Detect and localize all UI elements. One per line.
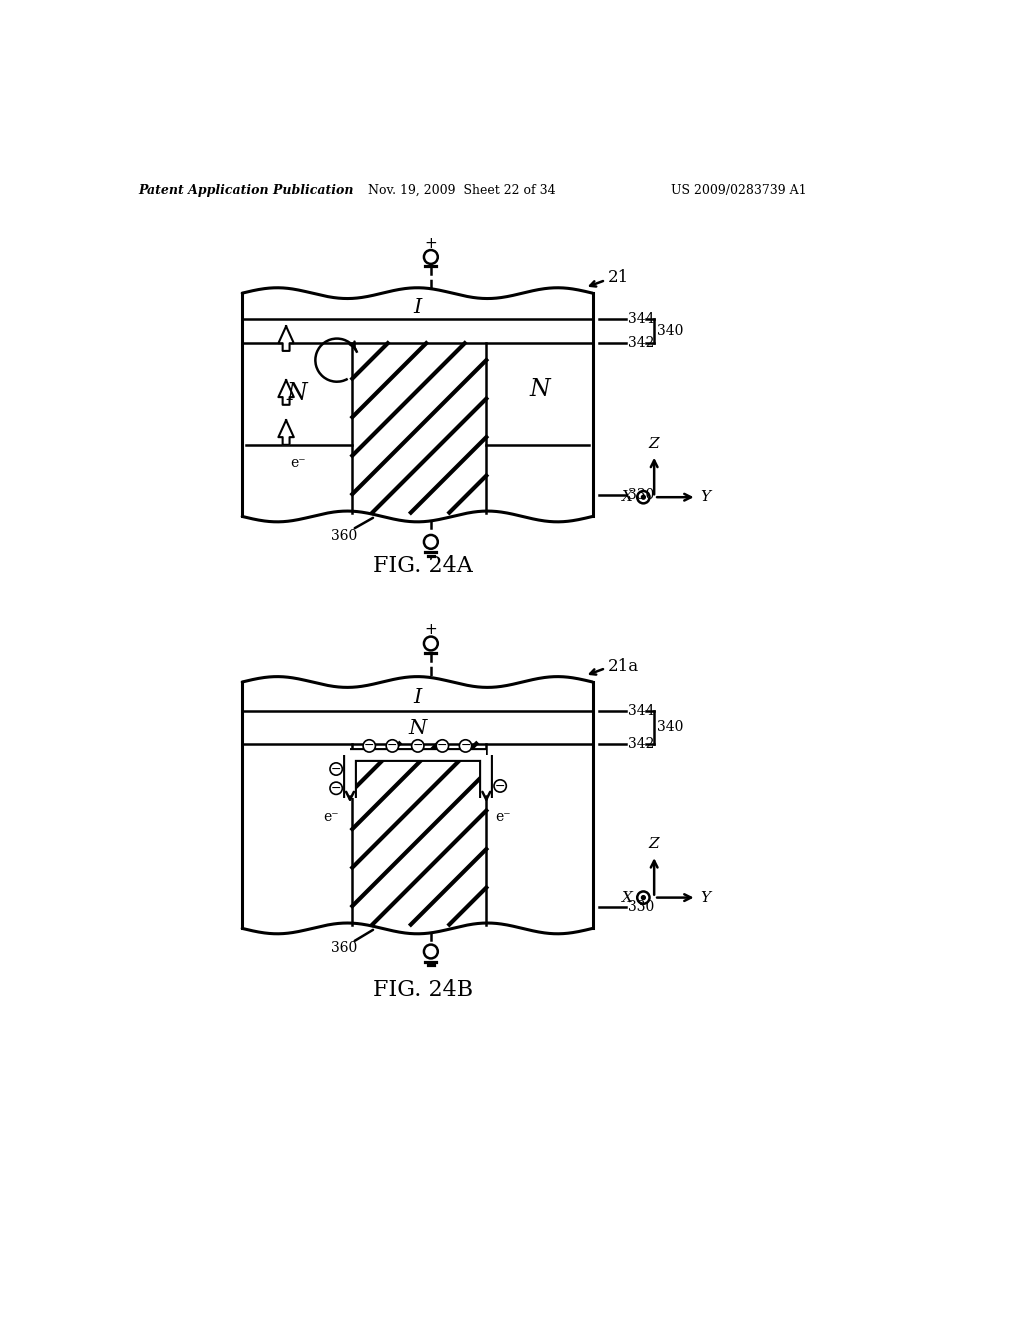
Text: 340: 340: [657, 721, 684, 734]
Text: Z: Z: [649, 837, 659, 851]
Text: Patent Application Publication: Patent Application Publication: [138, 185, 354, 197]
Text: Y: Y: [700, 891, 711, 904]
Text: 360: 360: [332, 941, 357, 954]
Text: −: −: [413, 739, 423, 752]
Circle shape: [364, 739, 376, 752]
Text: FIG. 24B: FIG. 24B: [373, 979, 473, 1001]
Text: Y: Y: [700, 490, 711, 504]
Text: −: −: [460, 739, 471, 752]
Text: 342: 342: [628, 337, 654, 350]
Text: 340: 340: [657, 323, 684, 338]
Text: N: N: [287, 381, 307, 405]
Text: −: −: [331, 763, 341, 776]
Text: +: +: [425, 235, 437, 251]
Text: 342: 342: [628, 737, 654, 751]
Text: Nov. 19, 2009  Sheet 22 of 34: Nov. 19, 2009 Sheet 22 of 34: [368, 185, 555, 197]
Text: I: I: [414, 688, 422, 708]
Text: N: N: [409, 719, 427, 738]
Text: FIG. 24A: FIG. 24A: [374, 556, 473, 578]
Text: X: X: [622, 891, 633, 904]
Polygon shape: [279, 380, 294, 405]
Circle shape: [386, 739, 398, 752]
Text: US 2009/0283739 A1: US 2009/0283739 A1: [671, 185, 807, 197]
Circle shape: [436, 739, 449, 752]
Circle shape: [460, 739, 472, 752]
Text: +: +: [425, 622, 437, 638]
Text: −: −: [364, 739, 375, 752]
Text: e⁻: e⁻: [290, 455, 305, 470]
Polygon shape: [279, 326, 294, 351]
Text: −: −: [495, 779, 506, 792]
Text: 360: 360: [332, 529, 357, 543]
Text: 344: 344: [628, 705, 654, 718]
Circle shape: [641, 495, 645, 499]
Polygon shape: [279, 420, 294, 445]
Circle shape: [330, 781, 342, 795]
Text: 344: 344: [628, 312, 654, 326]
Text: −: −: [331, 781, 341, 795]
Text: −: −: [437, 739, 447, 752]
Text: N: N: [529, 378, 550, 401]
Circle shape: [330, 763, 342, 775]
Text: I: I: [414, 297, 422, 317]
Text: 21: 21: [608, 269, 629, 286]
Circle shape: [494, 780, 506, 792]
Text: 21a: 21a: [608, 659, 639, 675]
Text: 330: 330: [628, 900, 654, 913]
Text: e⁻: e⁻: [323, 809, 339, 824]
Text: Z: Z: [649, 437, 659, 451]
Circle shape: [412, 739, 424, 752]
Text: X: X: [622, 490, 633, 504]
Text: −: −: [387, 739, 397, 752]
Text: 330: 330: [628, 488, 654, 502]
Text: e⁻: e⁻: [496, 809, 511, 824]
Circle shape: [641, 896, 645, 899]
